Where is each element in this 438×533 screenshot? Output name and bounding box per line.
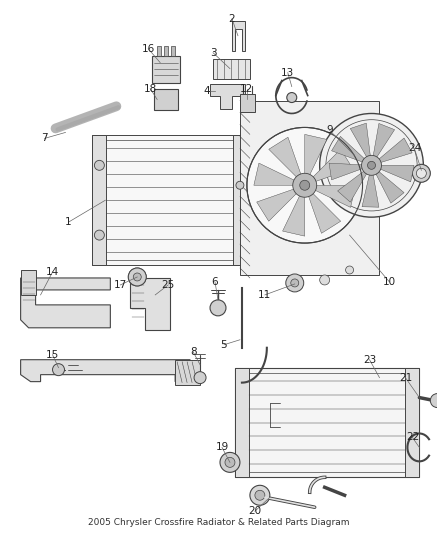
Text: 17: 17: [114, 280, 127, 290]
Polygon shape: [21, 360, 190, 382]
Circle shape: [286, 274, 304, 292]
Text: 16: 16: [141, 44, 155, 54]
Polygon shape: [175, 360, 200, 385]
Polygon shape: [329, 163, 363, 180]
Polygon shape: [312, 149, 353, 182]
Text: 14: 14: [46, 267, 59, 277]
Polygon shape: [362, 174, 379, 207]
Polygon shape: [21, 278, 110, 328]
Polygon shape: [332, 136, 365, 162]
Polygon shape: [152, 55, 180, 83]
Circle shape: [413, 164, 430, 182]
Polygon shape: [130, 278, 170, 330]
Polygon shape: [338, 171, 367, 202]
Circle shape: [194, 372, 206, 384]
Polygon shape: [233, 135, 247, 265]
Circle shape: [346, 266, 353, 274]
Circle shape: [95, 160, 104, 171]
Text: 1: 1: [65, 217, 72, 227]
Polygon shape: [257, 189, 298, 221]
Circle shape: [225, 457, 235, 467]
Text: 20: 20: [248, 506, 261, 516]
Circle shape: [293, 173, 317, 197]
Circle shape: [417, 168, 426, 178]
Text: 2: 2: [229, 14, 235, 24]
Polygon shape: [308, 192, 341, 233]
Circle shape: [250, 486, 270, 505]
Text: 8: 8: [190, 347, 196, 357]
Polygon shape: [232, 21, 245, 51]
Circle shape: [255, 490, 265, 500]
Circle shape: [320, 275, 330, 285]
Polygon shape: [269, 137, 301, 178]
Text: 2005 Chrysler Crossfire Radiator & Related Parts Diagram: 2005 Chrysler Crossfire Radiator & Relat…: [88, 518, 350, 527]
Polygon shape: [240, 94, 255, 112]
Polygon shape: [92, 135, 106, 265]
Text: 7: 7: [41, 133, 48, 143]
Polygon shape: [240, 101, 379, 275]
Polygon shape: [373, 124, 395, 158]
Circle shape: [361, 155, 381, 175]
Polygon shape: [305, 134, 327, 176]
Polygon shape: [171, 46, 175, 55]
Polygon shape: [210, 84, 245, 109]
Polygon shape: [254, 163, 296, 185]
Text: 11: 11: [258, 290, 272, 300]
Text: 15: 15: [46, 350, 59, 360]
Polygon shape: [235, 368, 419, 478]
Circle shape: [128, 268, 146, 286]
Circle shape: [133, 273, 141, 281]
Polygon shape: [21, 270, 35, 295]
Text: 19: 19: [215, 442, 229, 453]
Polygon shape: [378, 138, 412, 163]
Circle shape: [133, 273, 141, 281]
Polygon shape: [154, 88, 178, 110]
Circle shape: [95, 230, 104, 240]
Polygon shape: [376, 171, 404, 203]
Circle shape: [236, 181, 244, 189]
Circle shape: [210, 300, 226, 316]
Circle shape: [320, 114, 424, 217]
Text: 9: 9: [326, 125, 333, 135]
Polygon shape: [235, 368, 249, 478]
Circle shape: [53, 364, 64, 376]
Polygon shape: [157, 46, 161, 55]
Polygon shape: [283, 194, 305, 236]
Circle shape: [247, 127, 363, 243]
Text: 5: 5: [221, 340, 227, 350]
Polygon shape: [164, 46, 168, 55]
Text: 13: 13: [281, 68, 294, 78]
Text: 4: 4: [204, 86, 210, 95]
Text: 18: 18: [144, 84, 157, 94]
Polygon shape: [380, 165, 414, 182]
Polygon shape: [213, 59, 250, 78]
Text: 21: 21: [399, 373, 412, 383]
Circle shape: [300, 180, 310, 190]
Circle shape: [287, 93, 297, 102]
Text: 3: 3: [210, 47, 216, 58]
Text: 10: 10: [383, 277, 396, 287]
Polygon shape: [350, 123, 371, 158]
Polygon shape: [92, 135, 247, 265]
Circle shape: [291, 279, 299, 287]
Text: 24: 24: [408, 143, 421, 154]
Circle shape: [367, 161, 375, 169]
Circle shape: [128, 268, 146, 286]
Circle shape: [430, 393, 438, 408]
Text: 25: 25: [162, 280, 175, 290]
Text: 23: 23: [363, 354, 376, 365]
Text: 22: 22: [406, 432, 419, 442]
Polygon shape: [314, 185, 356, 207]
Polygon shape: [406, 368, 419, 478]
Text: 6: 6: [212, 277, 218, 287]
Circle shape: [220, 453, 240, 472]
Text: 12: 12: [240, 84, 254, 94]
